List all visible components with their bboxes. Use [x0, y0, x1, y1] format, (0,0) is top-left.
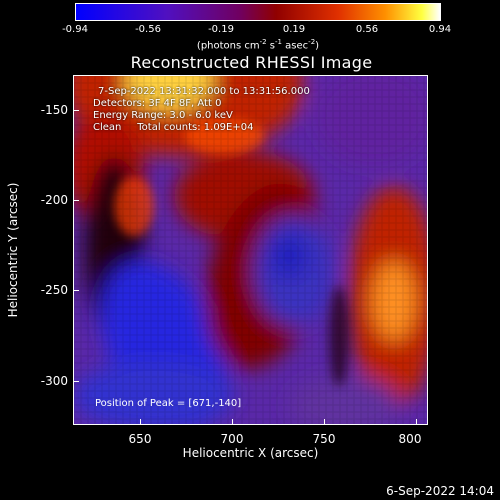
image-title: Reconstructed RHESSI Image [130, 53, 373, 72]
colorbar-tick: 0.56 [355, 24, 379, 35]
x-tick: 650 [128, 432, 152, 446]
colorbar-unit-label: (photons cm-2 s-1 asec-2) [196, 38, 320, 52]
y-tick: -150 [40, 103, 68, 117]
colorbar-tick: -0.94 [62, 24, 88, 35]
observation-time: 7-Sep-2022 13:31:32.000 to 13:31:56.000 [98, 86, 310, 97]
colorbar-tick: 0.94 [428, 24, 452, 35]
y-axis-label: Heliocentric Y (arcsec) [6, 182, 20, 318]
x-tick: 700 [220, 432, 244, 446]
footer-date: 6-Sep-2022 14:04 [386, 484, 494, 498]
x-tick: 750 [312, 432, 336, 446]
rhessi-image-plot [73, 75, 428, 425]
y-tick: -250 [40, 283, 68, 297]
colorbar-tick: -0.19 [208, 24, 234, 35]
colorbar-tick: -0.56 [135, 24, 161, 35]
colorbar-tick: 0.19 [282, 24, 306, 35]
clean-info: Clean Total counts: 1.09E+04 [93, 122, 254, 133]
y-tick: -200 [40, 193, 68, 207]
energy-range-info: Energy Range: 3.0 - 6.0 keV [93, 110, 233, 121]
y-tick: -300 [40, 374, 68, 388]
x-tick: 800 [398, 432, 422, 446]
x-axis-label: Heliocentric X (arcsec) [182, 446, 319, 460]
colorbar [75, 3, 441, 21]
peak-position: Position of Peak = [671,-140] [95, 398, 242, 409]
detectors-info: Detectors: 3F 4F 8F, Att 0 [93, 98, 222, 109]
